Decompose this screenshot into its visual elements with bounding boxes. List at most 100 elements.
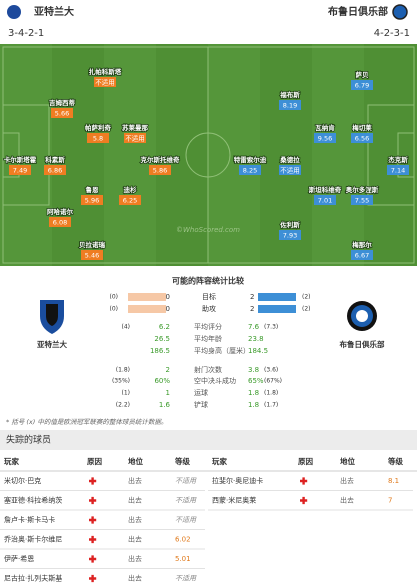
away-ucl: (1.7) <box>264 402 278 409</box>
home-logo <box>7 5 21 19</box>
rating-box <box>87 133 109 143</box>
home-formation: 3-4-2-1 <box>8 28 44 39</box>
player-name: 桑德拉 <box>279 155 300 164</box>
home-bar-bg <box>128 305 166 313</box>
home-value: 60% <box>154 377 170 385</box>
player-rating: 8.25 <box>243 167 257 175</box>
injury-icon <box>89 496 97 505</box>
rating: 不适用 <box>175 477 197 485</box>
player-name: 梅那尔 <box>352 240 372 249</box>
player-name: 迪杉 <box>124 185 138 194</box>
stat-label: 平均年龄 <box>194 334 222 343</box>
home-ucl: (1.8) <box>116 367 130 374</box>
rating-box <box>279 165 301 175</box>
home-value: 6.2 <box>159 323 170 331</box>
player: 塞亚德·科拉希纳茨 <box>4 496 62 505</box>
injury-icon <box>300 477 308 485</box>
away-formation: 4-2-3-1 <box>374 28 410 39</box>
rating-box <box>81 250 103 260</box>
player: 尼古拉·扎列夫斯基 <box>4 574 62 583</box>
missing-header <box>0 430 417 450</box>
player-rating: 6.86 <box>48 167 62 175</box>
injury-icon <box>300 496 308 505</box>
player-rating: 6.25 <box>123 197 137 205</box>
rating-box <box>9 165 31 175</box>
home-ucl: (35%) <box>112 378 130 385</box>
rating: 8.1 <box>388 477 399 485</box>
away-value: 1.8 <box>248 389 259 397</box>
player-rating: 5.46 <box>85 252 99 260</box>
rating: 6.02 <box>175 536 191 544</box>
player-name: 苏莱曼那 <box>122 123 149 132</box>
player: 拉斐尔·奥尼迪卡 <box>212 476 263 485</box>
away-ucl: (2) <box>302 306 311 313</box>
away-value: 23.8 <box>248 335 264 343</box>
away-bar <box>258 305 296 313</box>
player-rating: 7.01 <box>318 197 332 205</box>
player: 伊萨·希恩 <box>4 554 34 563</box>
home-team: 亚特兰大 <box>37 339 67 349</box>
column-header: 原因 <box>87 457 102 466</box>
footnote: * 括号 (x) 中的值是欧洲冠军联赛的整体球员统计数据。 <box>6 418 167 426</box>
rating-box <box>279 100 301 110</box>
rating-box <box>351 133 373 143</box>
player-rating: 7.93 <box>283 232 297 240</box>
player-name: 贝拉诺瑞 <box>79 240 106 249</box>
rating: 5.01 <box>175 555 191 563</box>
rating-box <box>49 217 71 227</box>
watermark: ©WhoScored.com <box>176 226 240 234</box>
status: 出去 <box>128 515 142 524</box>
player-rating: 5.66 <box>55 110 69 118</box>
home-crest <box>40 300 64 334</box>
home-value: 2 <box>166 366 170 374</box>
away-value: 2 <box>250 293 254 301</box>
status: 出去 <box>128 574 142 583</box>
home-ucl: (2.2) <box>116 402 130 409</box>
player: 詹卢卡·斯卡马卡 <box>4 515 55 524</box>
player-rating: 不适用 <box>280 166 300 175</box>
rating-box <box>51 108 73 118</box>
stat-label: 运球 <box>194 388 208 397</box>
home-value: 0 <box>166 293 170 301</box>
player: 乔治奥·斯卡尔维尼 <box>4 535 62 544</box>
away-team: 布鲁日俱乐部 <box>340 339 385 349</box>
away-value: 7.6 <box>248 323 260 331</box>
injury-icon <box>89 516 97 524</box>
status: 出去 <box>128 496 142 505</box>
player-rating: 6.56 <box>355 135 369 143</box>
away-ucl: (2) <box>302 294 311 301</box>
player-name: 鲁恩 <box>85 185 100 194</box>
player-rating: 6.08 <box>53 219 67 227</box>
player-name: 克尔斯托维奇 <box>140 155 181 164</box>
player-rating: 不适用 <box>95 78 115 87</box>
missing-title: 失踪的球员 <box>6 434 51 446</box>
rating-box <box>239 165 261 175</box>
rating-box <box>124 133 146 143</box>
player-rating: 7.55 <box>355 197 369 205</box>
away-value: 3.8 <box>248 366 259 374</box>
stat-label: 助攻 <box>202 304 216 313</box>
away-value: 2 <box>250 305 254 313</box>
home-ucl: (0) <box>110 294 119 301</box>
rating-box <box>119 195 141 205</box>
player-rating: 8.19 <box>283 102 297 110</box>
stat-label: 目标 <box>202 292 216 301</box>
rating-box <box>387 165 409 175</box>
player-rating: 5.8 <box>93 135 103 143</box>
home-name: 亚特兰大 <box>34 5 74 18</box>
rating: 7 <box>388 497 392 505</box>
home-value: 0 <box>166 305 170 313</box>
column-header: 原因 <box>298 457 313 466</box>
player-name: 科素斯 <box>45 155 65 164</box>
rating-box <box>94 77 116 87</box>
player-name: 特雷索尔迪 <box>234 155 267 164</box>
player-name: 佐利斯 <box>279 220 300 229</box>
status: 出去 <box>128 535 142 544</box>
rating-box <box>351 250 373 260</box>
away-crest <box>347 301 377 331</box>
home-value: 1.6 <box>159 401 171 409</box>
rating: 不适用 <box>175 575 197 583</box>
home-value: 1 <box>166 389 170 397</box>
player-name: 阿哈诺尔 <box>47 207 74 216</box>
away-bar <box>258 293 296 301</box>
